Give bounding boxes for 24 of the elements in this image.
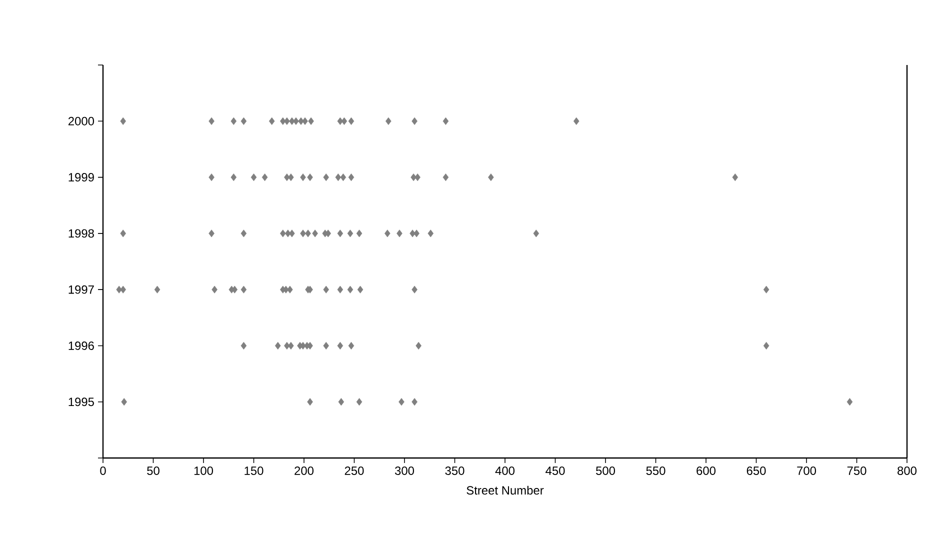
y-tick-label: 2000 <box>68 116 94 126</box>
x-tick-label: 400 <box>495 466 515 475</box>
x-tick-label: 300 <box>394 466 414 475</box>
y-tick-label: 1997 <box>68 285 94 294</box>
x-tick-label: 500 <box>596 466 616 475</box>
x-tick-label: 700 <box>797 466 816 475</box>
x-tick-label: 100 <box>194 466 214 475</box>
y-tick-label: 1999 <box>68 173 94 182</box>
x-tick-label: 0 <box>100 466 106 475</box>
x-tick-label: 550 <box>646 466 666 475</box>
x-tick-label: 600 <box>696 466 716 475</box>
y-tick-label: 1995 <box>68 398 94 406</box>
x-tick-label: 50 <box>147 466 160 475</box>
x-tick-label: 350 <box>445 466 464 475</box>
x-tick-label: 150 <box>244 466 264 475</box>
y-tick-label: 1996 <box>68 341 94 350</box>
x-tick-label: 650 <box>746 466 766 475</box>
x-axis-title: Street Number <box>466 486 544 495</box>
x-tick-label: 450 <box>546 466 565 475</box>
x-tick-label: 200 <box>294 466 314 475</box>
x-tick-label: 800 <box>898 466 917 475</box>
y-tick-label: 1998 <box>68 229 94 238</box>
x-tick-label: 750 <box>847 466 866 475</box>
x-tick-label: 250 <box>344 466 364 475</box>
